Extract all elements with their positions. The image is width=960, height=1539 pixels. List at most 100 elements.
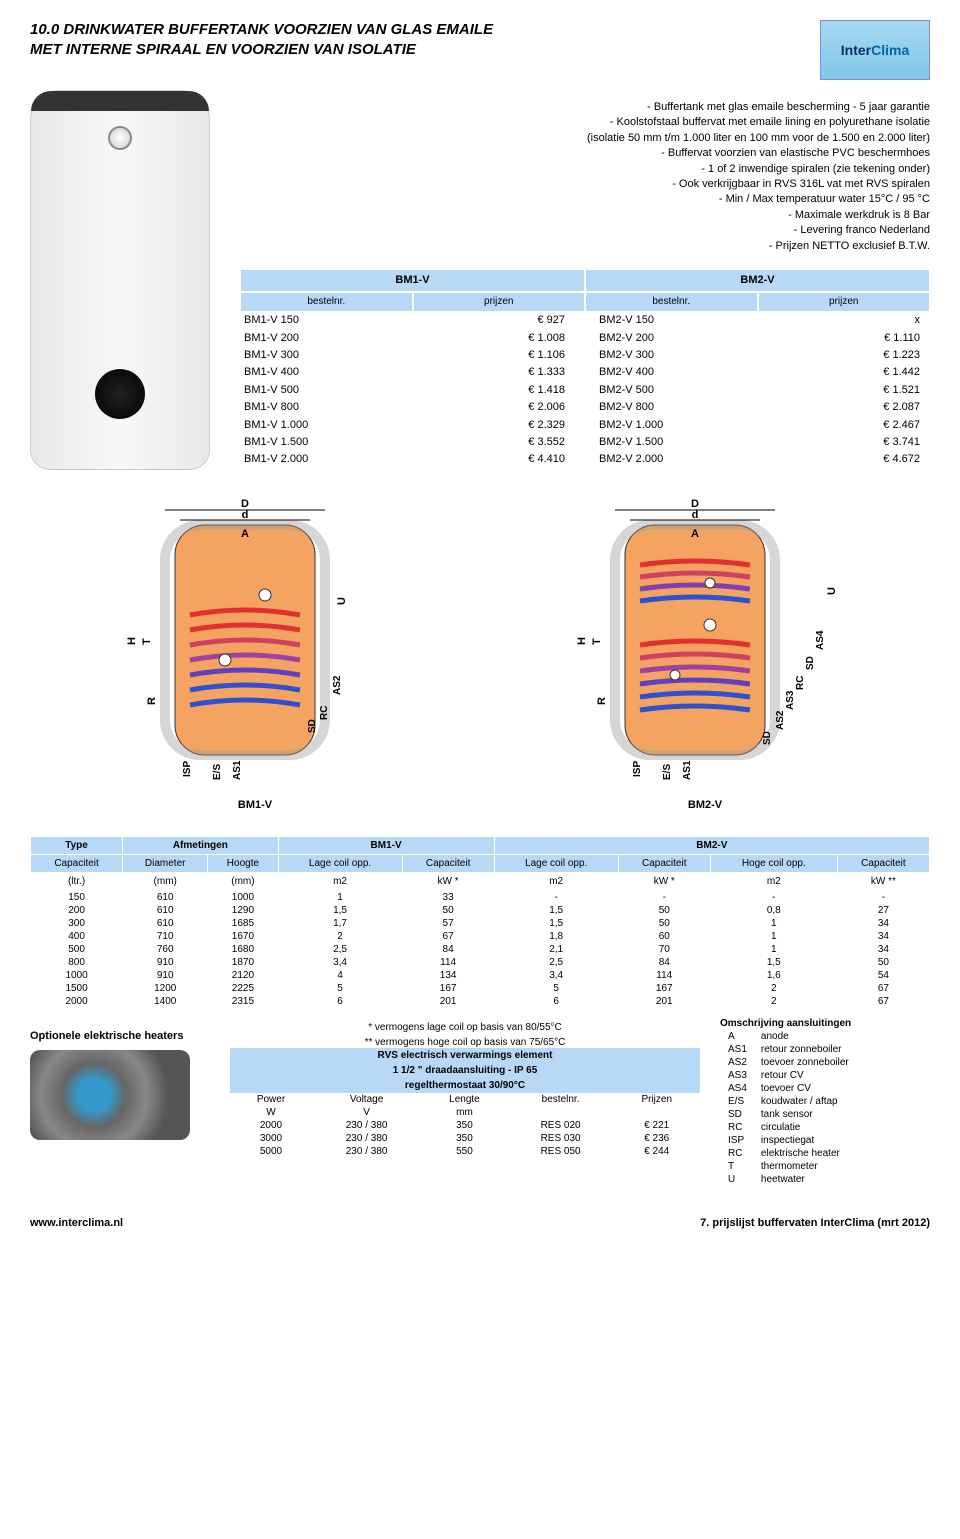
spec-cell: 610 [123,891,208,905]
desc-line: - Koolstofstaal buffervat met emaile lin… [240,115,930,130]
spec-cell: 67 [837,982,929,995]
heater-body: 2000230 / 380350RES 020€ 2213000230 / 38… [230,1119,700,1158]
svg-text:SD: SD [762,731,773,745]
conn-code: AS1 [722,1044,753,1055]
spec-cell: 150 [31,891,123,905]
svg-text:ISP: ISP [182,761,193,777]
desc-line: - Min / Max temperatuur water 15°C / 95 … [240,192,930,207]
diagram-bm2: D d A H T R U AS4 SD RC AS3 AS2 SD ISP E… [545,495,865,811]
conn-desc: retour CV [755,1070,855,1081]
header-row: 10.0 DRINKWATER BUFFERTANK VOORZIEN VAN … [30,20,930,80]
diagram-bm1: D d A H T R U AS2 RC SD ISP E/S AS1 BM1-… [95,495,415,811]
spec-header: Capaciteit [31,855,123,873]
spec-cell: 114 [402,956,494,969]
svg-text:U: U [336,597,348,605]
price-model-header: BM1-V BM2-V [240,269,930,292]
spec-cell: 710 [123,930,208,943]
price-cell: € 4.410 [405,451,596,468]
price-cell: BM1-V 1.000 [240,417,405,434]
svg-text:H: H [576,637,588,645]
note-2: ** vermogens hoge coil op basis van 75/6… [230,1037,700,1048]
heater-table: RVS electrisch verwarmings element 1 1/2… [230,1048,700,1158]
logo-text-inter: Inter [841,42,871,58]
model-header-bm2: BM2-V [585,269,930,292]
group-bm2v: BM2-V [494,837,929,855]
svg-text:d: d [692,509,699,521]
price-cell: BM2-V 400 [595,364,760,381]
spec-cell: 2 [710,995,837,1008]
opt-heaters-title: Optionele elektrische heaters [30,1030,210,1042]
svg-text:H: H [126,637,138,645]
svg-text:A: A [241,528,249,540]
svg-text:RC: RC [795,676,806,690]
spec-row: 40071016702671,860134 [31,930,930,943]
spec-units-row: (ltr.)(mm)(mm)m2kW *m2kW *m2kW ** [31,873,930,891]
price-row: BM1-V 1.500€ 3.552BM2-V 1.500€ 3.741 [240,434,930,451]
heater-photo-block: Optionele elektrische heaters [30,1018,210,1140]
spec-cell: 1 [710,917,837,930]
spec-unit: kW * [402,873,494,891]
spec-row: 20001400231562016201267 [31,995,930,1008]
connection-row: E/Skoudwater / aftap [722,1096,855,1107]
spec-cell: 1,5 [494,917,618,930]
spec-unit: m2 [494,873,618,891]
spec-unit: kW ** [837,873,929,891]
svg-text:T: T [141,638,153,645]
spec-cell: 84 [402,943,494,956]
conn-code: RC [722,1148,753,1159]
spec-cell: 800 [31,956,123,969]
spec-cell: 1870 [208,956,278,969]
conn-desc: thermometer [755,1161,855,1172]
connection-row: Aanode [722,1031,855,1042]
price-cell: € 1.106 [405,347,596,364]
svg-text:d: d [242,509,249,521]
tank-photo [30,90,210,470]
price-cell: BM2-V 800 [595,399,760,416]
spec-cell: 300 [31,917,123,930]
diagram-svg-bm1: D d A H T R U AS2 RC SD ISP E/S AS1 [95,495,415,795]
spec-row: 80091018703,41142,5841,550 [31,956,930,969]
spec-cell: 1200 [123,982,208,995]
spec-unit: kW * [618,873,710,891]
spec-cell: 2315 [208,995,278,1008]
spec-cell: 760 [123,943,208,956]
spec-cell: 1685 [208,917,278,930]
heater-cell: € 244 [613,1145,700,1158]
connection-row: AS4toevoer CV [722,1083,855,1094]
conn-code: AS3 [722,1070,753,1081]
spec-cell: 1400 [123,995,208,1008]
heater-cell: 230 / 380 [312,1145,421,1158]
svg-text:SD: SD [307,719,318,733]
spec-header: Capaciteit [618,855,710,873]
conn-code: U [722,1174,753,1185]
diagram-label-bm2: BM2-V [545,799,865,811]
logo-text-clima: Clima [871,42,909,58]
spec-header-row: CapaciteitDiameterHoogteLage coil opp.Ca… [31,855,930,873]
price-cell: € 2.467 [760,417,931,434]
spec-unit: (mm) [123,873,208,891]
connection-row: SDtank sensor [722,1109,855,1120]
svg-text:ISP: ISP [632,761,643,777]
conn-desc: inspectiegat [755,1135,855,1146]
svg-text:AS1: AS1 [682,760,693,780]
conn-desc: tank sensor [755,1109,855,1120]
price-cell: € 4.672 [760,451,931,468]
spec-cell: 200 [31,904,123,917]
spec-cell: 1,7 [278,917,402,930]
spec-cell: 2 [278,930,402,943]
spec-row: 15001200222551675167267 [31,982,930,995]
spec-cell: 167 [402,982,494,995]
heater-row: 5000230 / 380550RES 050€ 244 [230,1145,700,1158]
spec-cell: 167 [618,982,710,995]
price-cell: € 927 [405,312,596,329]
heater-unit [508,1106,614,1119]
spec-cell: 1680 [208,943,278,956]
page-title: 10.0 DRINKWATER BUFFERTANK VOORZIEN VAN … [30,20,493,59]
price-cell: BM2-V 2.000 [595,451,760,468]
price-cell: x [760,312,931,329]
price-row: BM1-V 500€ 1.418BM2-V 500€ 1.521 [240,382,930,399]
price-row: BM1-V 800€ 2.006BM2-V 800€ 2.087 [240,399,930,416]
conn-desc: toevoer zonneboiler [755,1057,855,1068]
spec-cell: 134 [402,969,494,982]
desc-line: (isolatie 50 mm t/m 1.000 liter en 100 m… [240,131,930,146]
